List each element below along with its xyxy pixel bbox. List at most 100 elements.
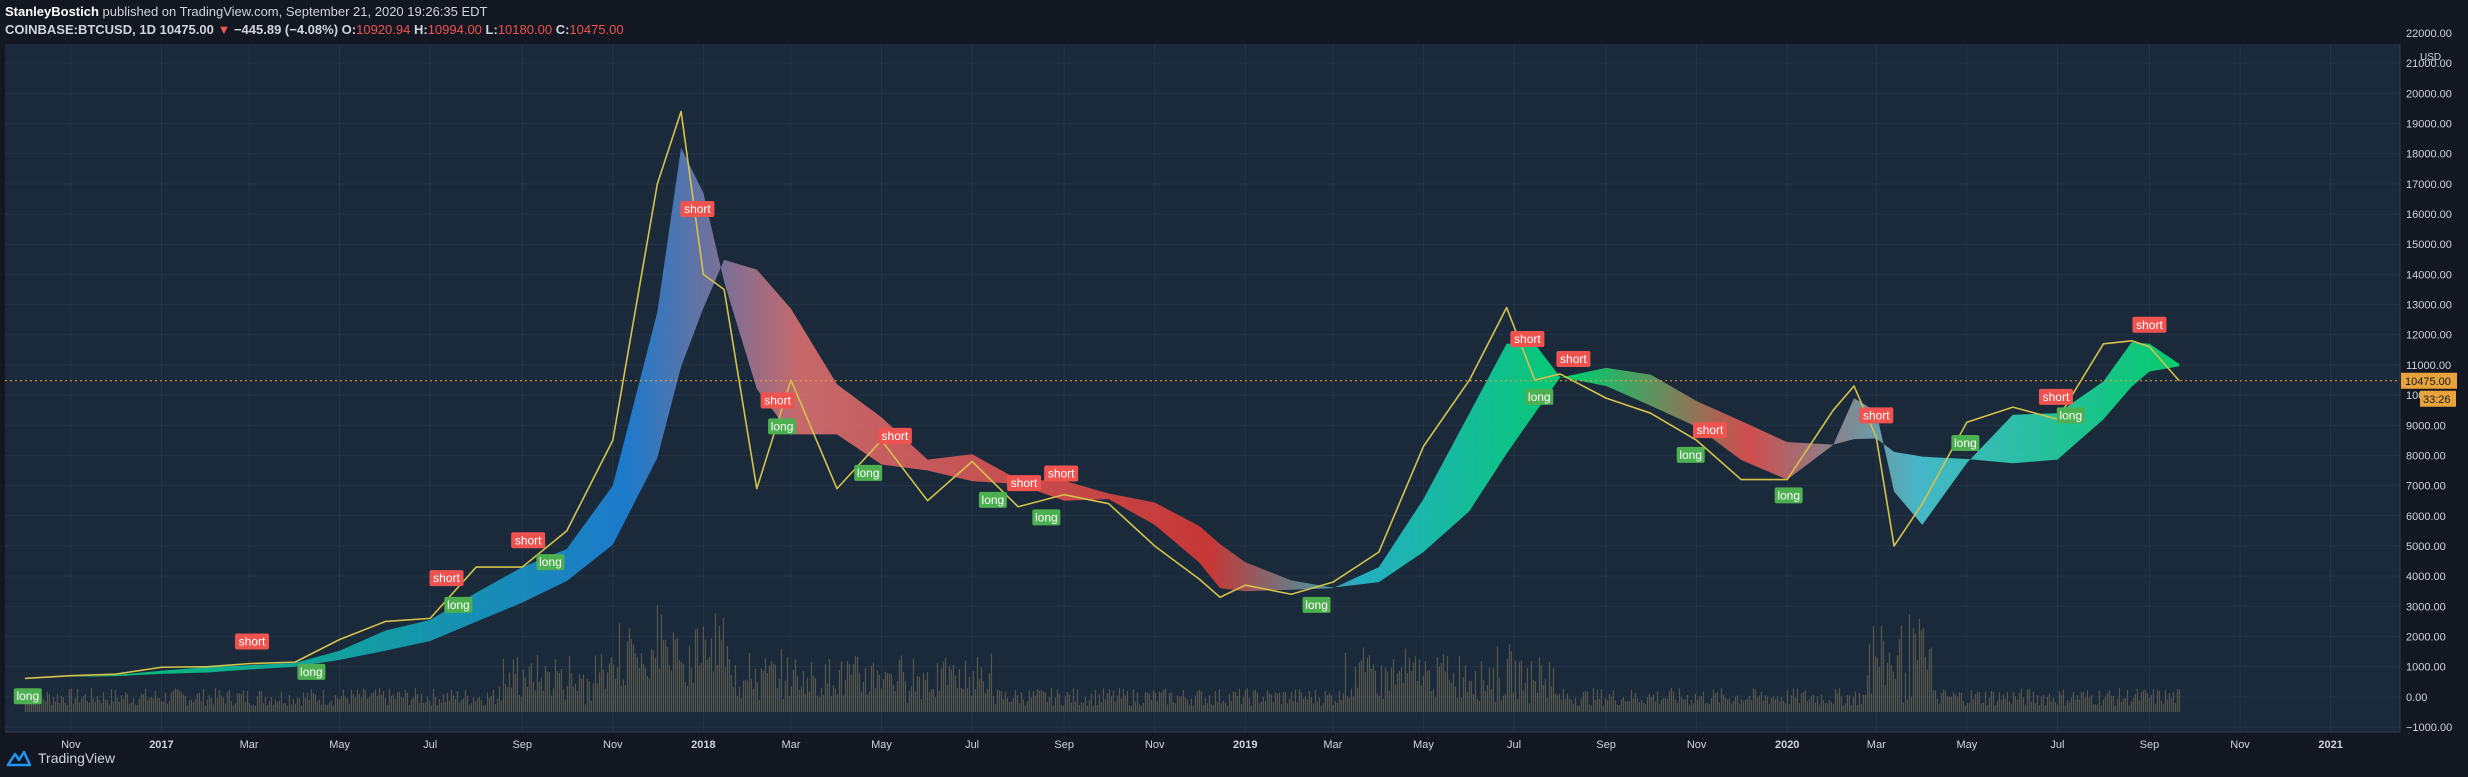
volume-bar: [1836, 693, 1839, 712]
symbol-name[interactable]: COINBASE:BTCUSD, 1D: [5, 22, 156, 37]
volume-bar: [676, 637, 679, 712]
volume-bar: [1974, 694, 1977, 712]
brand-name[interactable]: TradingView: [38, 750, 116, 766]
volume-bar: [862, 681, 865, 712]
volume-bar: [1610, 696, 1613, 712]
volume-bar: [494, 704, 497, 712]
volume-bar: [794, 659, 797, 712]
volume-bar: [200, 701, 203, 712]
volume-bar: [1680, 697, 1683, 712]
volume-bar: [1262, 696, 1265, 712]
volume-bar: [2040, 696, 2043, 712]
volume-bar: [1360, 660, 1363, 712]
signal-label: long: [2059, 408, 2082, 422]
volume-bar: [74, 698, 77, 712]
volume-bar: [2050, 701, 2053, 712]
volume-bar: [1946, 696, 1949, 712]
volume-bar: [898, 659, 901, 712]
volume-bar: [644, 667, 647, 712]
short-marker: [2132, 316, 2167, 333]
volume-bar: [2140, 692, 2143, 712]
volume-bar: [1766, 697, 1769, 712]
volume-bar: [48, 694, 51, 712]
volume-bar: [1736, 695, 1739, 712]
volume-bar: [2080, 692, 2083, 712]
volume-bar: [378, 688, 381, 712]
volume-bar: [98, 700, 101, 712]
volume-bar: [758, 699, 761, 712]
volume-bar: [1236, 695, 1239, 712]
volume-bar: [1748, 695, 1751, 712]
volume-bar: [1238, 688, 1241, 712]
volume-bar: [736, 695, 739, 712]
volume-bar: [670, 670, 673, 712]
volume-bar: [1672, 691, 1675, 712]
volume-bar: [1916, 659, 1919, 712]
volume-bar: [314, 694, 317, 712]
volume-bar: [1938, 703, 1941, 712]
volume-bar: [1616, 704, 1619, 712]
volume-bar: [744, 679, 747, 712]
volume-bar: [1640, 700, 1643, 712]
volume-bar: [528, 666, 531, 712]
volume-bar: [1914, 633, 1917, 712]
volume-bar: [1670, 688, 1673, 712]
volume-bar: [2066, 699, 2069, 712]
price-tick-label: 17000.00: [2406, 179, 2452, 191]
author-name[interactable]: StanleyBostich: [5, 4, 99, 19]
short-marker: [1859, 407, 1894, 424]
volume-bar: [540, 677, 543, 712]
volume-bar: [224, 703, 227, 712]
volume-bar: [1138, 704, 1141, 712]
volume-bar: [96, 696, 99, 712]
volume-bar: [766, 673, 769, 712]
volume-bar: [1240, 704, 1243, 712]
tradingview-logo-icon[interactable]: [6, 749, 32, 767]
volume-bar: [508, 672, 511, 712]
volume-bar: [144, 688, 147, 712]
volume-bar: [2138, 700, 2141, 712]
volume-bar: [1742, 701, 1745, 712]
volume-bar: [614, 678, 617, 712]
volume-bar: [716, 664, 719, 712]
volume-bar: [1406, 673, 1409, 712]
volume-bar: [1908, 614, 1911, 712]
volume-bar: [1532, 679, 1535, 712]
volume-bar: [2130, 701, 2133, 712]
long-signal: long: [1774, 487, 1803, 504]
volume-bar: [1020, 692, 1023, 712]
volume-bar: [1270, 694, 1273, 712]
short-signal: short: [760, 392, 795, 409]
long-signal: long: [1951, 434, 1980, 451]
volume-bar: [546, 671, 549, 712]
volume-bar: [1958, 692, 1961, 712]
volume-bar: [986, 688, 989, 712]
volume-bar: [1274, 692, 1277, 712]
volume-bar: [1458, 655, 1461, 712]
volume-bar: [730, 675, 733, 712]
volume-bar: [574, 683, 577, 712]
volume-bar: [2068, 702, 2071, 712]
volume-bar: [796, 676, 799, 712]
volume-bar: [1684, 699, 1687, 712]
signal-label: short: [515, 533, 542, 547]
volume-bar: [1192, 705, 1195, 712]
volume-bar: [260, 690, 263, 712]
volume-bar: [1130, 705, 1133, 712]
volume-bar: [1530, 660, 1533, 712]
volume-bar: [1120, 698, 1123, 712]
volume-bar: [2148, 697, 2151, 712]
volume-bar: [2096, 704, 2099, 712]
short-signal: short: [429, 570, 464, 587]
volume-bar: [1264, 701, 1267, 712]
volume-bar: [654, 658, 657, 712]
price-tick-label: 18000.00: [2406, 149, 2452, 161]
volume-bar: [1578, 705, 1581, 712]
volume-bar: [1336, 702, 1339, 712]
volume-bar: [1920, 630, 1923, 712]
volume-bar: [630, 638, 633, 712]
volume-bar: [1088, 699, 1091, 712]
volume-bar: [460, 699, 463, 712]
volume-bar: [2154, 703, 2157, 712]
